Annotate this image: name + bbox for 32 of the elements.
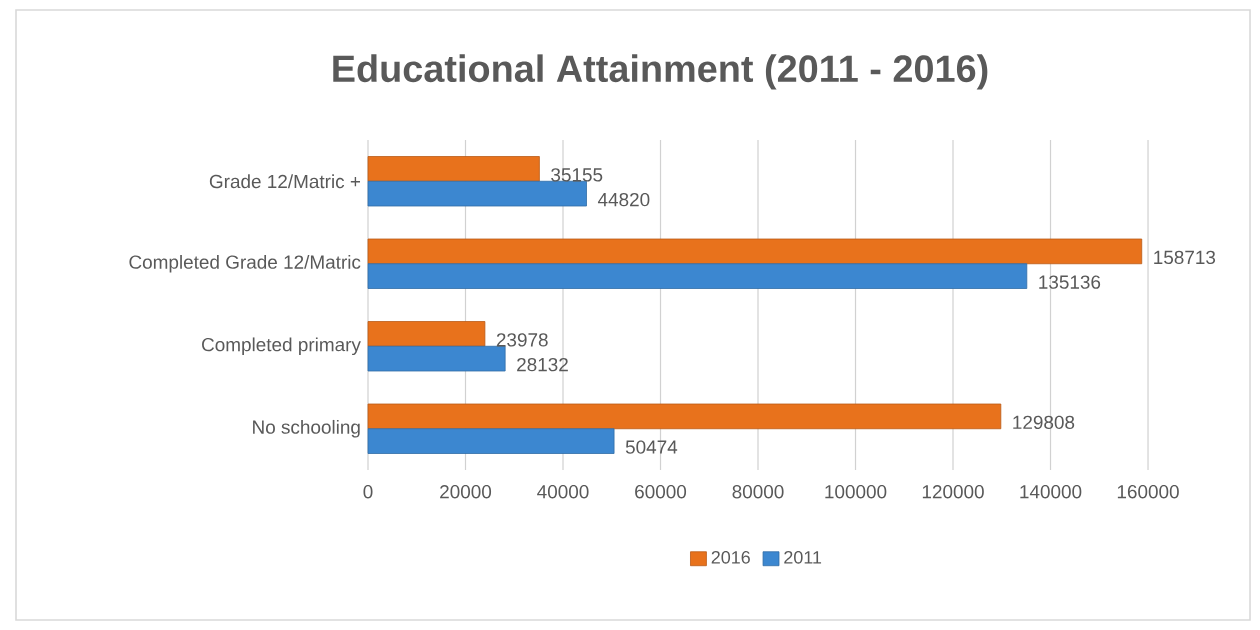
bar bbox=[367, 428, 615, 454]
data-label: 135136 bbox=[1039, 275, 1101, 289]
x-tick-label: 60000 bbox=[635, 485, 687, 499]
legend-label: 2016 bbox=[711, 550, 750, 564]
chart-title: Educational Attainment (2011 - 2016) bbox=[333, 54, 988, 90]
y-tick-label: Grade 12/Matric + bbox=[209, 174, 361, 189]
bar bbox=[367, 263, 1028, 289]
x-tick-label: 100000 bbox=[825, 485, 887, 499]
data-label: 28132 bbox=[517, 357, 568, 372]
bar bbox=[367, 403, 1002, 430]
x-tick-label: 160000 bbox=[1117, 485, 1179, 499]
bar bbox=[367, 321, 486, 347]
x-tick-label: 20000 bbox=[440, 485, 492, 499]
x-tick-label: 40000 bbox=[537, 485, 589, 499]
bar bbox=[367, 238, 1143, 265]
data-label: 129808 bbox=[1013, 415, 1075, 430]
data-label: 35155 bbox=[551, 168, 603, 182]
data-label: 158713 bbox=[1154, 250, 1216, 265]
bar bbox=[367, 156, 540, 182]
data-label: 50474 bbox=[625, 440, 678, 454]
x-tick-label: 140000 bbox=[1020, 485, 1082, 499]
y-tick-label: Completed primary bbox=[202, 337, 361, 356]
x-tick-label: 120000 bbox=[922, 485, 984, 499]
y-tick-label: Completed Grade 12/Matric bbox=[129, 254, 361, 273]
bar bbox=[367, 345, 506, 372]
data-label: 23978 bbox=[496, 333, 548, 347]
bar bbox=[367, 180, 587, 207]
legend-label: 2011 bbox=[784, 550, 822, 564]
x-tick-label: 80000 bbox=[732, 485, 784, 499]
x-tick-label: 0 bbox=[363, 485, 373, 499]
data-label: 44820 bbox=[597, 192, 650, 207]
y-tick-label: No schooling bbox=[253, 419, 360, 438]
